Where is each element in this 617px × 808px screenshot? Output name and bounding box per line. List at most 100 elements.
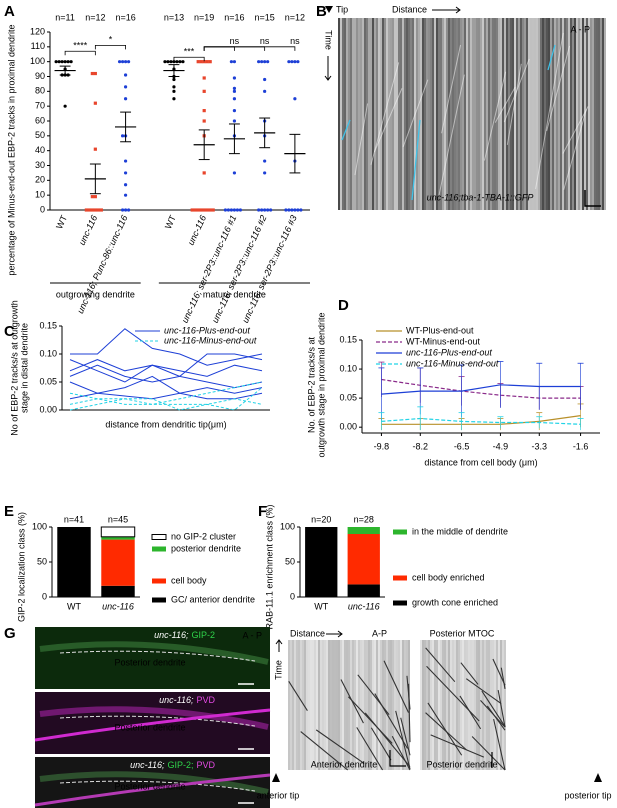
kymo-streak — [442, 18, 444, 210]
legend-label: cell body enriched — [412, 572, 485, 582]
legend-label: cell body — [171, 575, 207, 585]
x-tick-label: unc-116; ser-2P3::unc-116 #2 — [210, 214, 269, 325]
data-line — [69, 375, 263, 394]
kymo-streak — [322, 640, 324, 770]
data-point — [260, 60, 264, 64]
kymo-streak — [296, 640, 298, 770]
kymo-streak — [524, 18, 526, 210]
kymo-streak — [466, 18, 468, 210]
data-line — [69, 364, 263, 389]
kymo-track — [364, 712, 411, 768]
data-point — [123, 208, 128, 212]
data-point — [266, 208, 270, 212]
genotype-label: unc-116; GIP-2; PVD — [130, 760, 215, 770]
data-line — [381, 378, 581, 399]
data-point — [57, 60, 61, 64]
kymo-streak — [306, 640, 308, 770]
kymo-track — [480, 699, 506, 728]
legend-swatch — [393, 600, 407, 606]
kymo-streak — [446, 18, 448, 210]
kymo-track — [427, 702, 463, 756]
kymo-streak — [394, 18, 396, 210]
y-axis-label: percentage of Minus-end-out EBP-2 tracks… — [6, 24, 16, 275]
data-point — [172, 89, 176, 93]
kymo-streak — [558, 18, 560, 210]
kymo-streak — [434, 640, 436, 770]
kymo-streak — [574, 18, 576, 210]
y-tick-label: 10 — [35, 190, 45, 200]
y-tick-label: 0 — [40, 204, 45, 214]
orientation-label: A-P — [372, 628, 387, 638]
pvd-neurite — [34, 708, 271, 742]
group-label: mature dendrite — [203, 289, 266, 299]
data-point — [284, 208, 288, 212]
kymo-streak — [460, 640, 462, 770]
kymo-streak — [448, 640, 450, 770]
significance-bracket — [173, 56, 205, 62]
bar-segment — [347, 584, 380, 597]
data-point — [93, 101, 97, 105]
panel-label: C — [4, 323, 15, 340]
y-axis-label: No of EBP-2 tracks/s at outgrowth — [9, 300, 19, 436]
kymo-track — [370, 62, 400, 165]
data-point — [123, 73, 128, 77]
marker: PVD — [196, 695, 215, 705]
data-point — [120, 60, 125, 64]
legend-label: GC/ anterior dendrite — [171, 594, 255, 604]
kymo-streak — [494, 640, 496, 770]
tracked-comet — [341, 119, 351, 141]
kymo-streak — [472, 18, 474, 210]
orientation-label: A - P — [570, 24, 590, 34]
kymo-streak — [438, 640, 440, 770]
kymo-track — [481, 690, 506, 727]
data-point — [93, 195, 97, 199]
kymo-track — [562, 106, 589, 154]
mtoc-label: Posterior MTOC — [430, 628, 495, 638]
data-point — [93, 147, 97, 151]
kymo-streak — [450, 18, 452, 210]
y-tick-label: 0.10 — [339, 363, 357, 373]
data-point — [232, 171, 237, 175]
data-point — [232, 76, 237, 80]
data-line — [70, 328, 263, 366]
kymo-streak — [364, 640, 366, 770]
significance-label: **** — [73, 41, 88, 51]
kymo-streak — [308, 640, 310, 770]
kymo-streak — [372, 640, 374, 770]
data-point — [172, 85, 176, 89]
bar-segment — [305, 527, 338, 597]
kymo-streak — [376, 640, 378, 770]
n-label: n=20 — [311, 514, 331, 524]
x-tick-label: -9.8 — [374, 441, 390, 451]
kymo-streak — [556, 18, 558, 210]
kymo-streak — [522, 18, 524, 210]
kymo-streak — [400, 18, 402, 210]
kymo-streak — [398, 18, 400, 210]
kymo-streak — [346, 640, 348, 770]
kymo-track — [315, 729, 365, 764]
kymo-streak — [432, 640, 434, 770]
y-tick-label: 0.10 — [39, 348, 57, 358]
x-tick-label: -4.9 — [493, 441, 509, 451]
kymo-streak — [426, 640, 428, 770]
worm-outline — [39, 706, 269, 730]
data-point — [193, 208, 197, 212]
kymo-streak — [344, 640, 346, 770]
data-point — [199, 60, 203, 64]
kymo-streak — [350, 640, 352, 770]
data-point — [172, 77, 176, 82]
data-line — [69, 392, 263, 400]
kymo-track — [430, 734, 485, 758]
kymo-track — [425, 647, 456, 683]
kymo-streak — [428, 18, 430, 210]
data-point — [263, 171, 267, 175]
kymo-streak — [468, 640, 470, 770]
kymo-streak — [562, 18, 564, 210]
data-point — [263, 60, 267, 64]
group-label: outgrowing dendrite — [56, 289, 135, 299]
kymo-streak — [510, 18, 512, 210]
kymo-streak — [294, 640, 296, 770]
data-point — [120, 134, 125, 138]
kymo-streak — [334, 640, 336, 770]
